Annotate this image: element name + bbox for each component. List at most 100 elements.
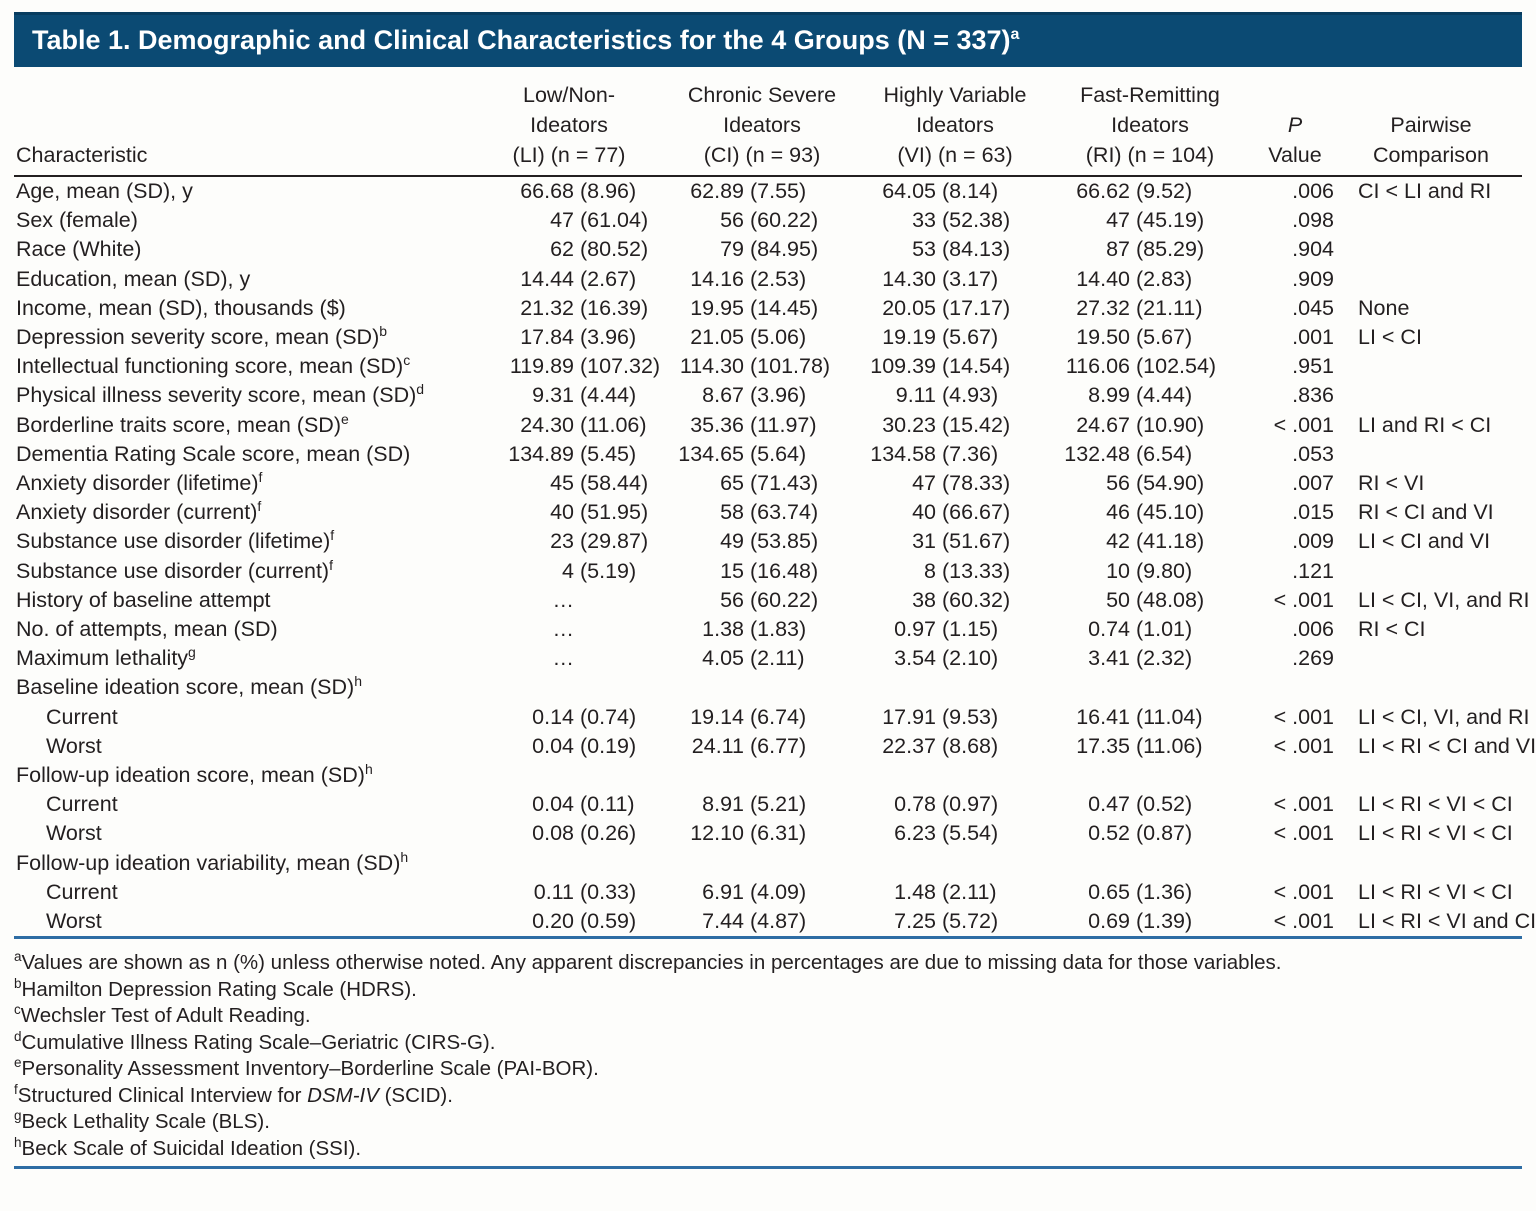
value-number: 66.68 <box>520 179 574 203</box>
value-number: 0.65 <box>1088 879 1130 904</box>
table-row: Current 0.04 (0.11) 8.91 (5.21) 0.78 (0.97) 0.4… <box>14 790 1522 819</box>
value-cell: 9.31 (4.44) <box>474 381 664 410</box>
value-sd: (78.33) <box>942 471 1011 496</box>
footnote: bHamilton Depression Rating Scale (HDRS)… <box>14 977 1522 1004</box>
footnote-marker: c <box>14 1002 21 1018</box>
row-footnote-marker: c <box>403 352 411 369</box>
p-value-cell <box>1250 673 1340 702</box>
value-sd: (1.36) <box>1136 879 1193 904</box>
value-number: 109.39 <box>870 354 936 379</box>
value-number: 4.05 <box>702 646 744 671</box>
pairwise-cell: LI < RI < VI < CI <box>1358 792 1513 817</box>
value-sd: (2.83) <box>1136 266 1193 291</box>
value-cell: 0.14 (0.74) <box>474 703 664 732</box>
p-value-cell: .053 <box>1292 441 1334 466</box>
value-number: 14.30 <box>882 266 936 291</box>
table-title-bar: Table 1. Demographic and Clinical Charac… <box>14 12 1522 67</box>
value-sd: (15.42) <box>942 412 1011 437</box>
value-number: 40 <box>550 500 574 525</box>
value-sd: (66.67) <box>942 500 1011 525</box>
pairwise-cell: LI < RI < VI and CI <box>1358 909 1536 934</box>
pairwise-cell: LI < CI, VI, and RI <box>1358 587 1530 612</box>
value-number: 0.78 <box>894 792 936 817</box>
value-number: 0.14 <box>532 704 574 729</box>
value-cell: 17.91 (9.53) <box>860 703 1050 732</box>
value-sd: (60.22) <box>750 587 819 612</box>
value-number: 31 <box>912 529 936 554</box>
row-label: Current <box>14 878 474 907</box>
value-number: 19.14 <box>690 704 744 729</box>
value-number: 14.40 <box>1076 266 1130 291</box>
table-row: Race (White) 62 (80.52) 79 (84.95) 53 (84.13) 8… <box>14 235 1522 264</box>
pairwise-cell: LI < CI and VI <box>1358 529 1491 554</box>
row-label-text: Physical illness severity score, mean (S… <box>16 383 417 408</box>
value-number: 3.54 <box>894 646 936 671</box>
value-sd: (3.96) <box>750 383 807 408</box>
row-label-text: Anxiety disorder (lifetime) <box>16 471 259 496</box>
footnotes: aValues are shown as n (%) unless otherw… <box>14 945 1522 1162</box>
row-label: Race (White) <box>14 235 474 264</box>
value-cell: 0.74 (1.01) <box>1050 615 1250 644</box>
row-label-text: Worst <box>46 733 102 758</box>
value-sd: (101.78) <box>750 354 831 379</box>
footnote: cWechsler Test of Adult Reading. <box>14 1003 1522 1030</box>
table-row: Sex (female) 47 (61.04) 56 (60.22) 33 (52.38) 4… <box>14 206 1522 235</box>
value-cell: 0.65 (1.36) <box>1050 878 1250 907</box>
value-number: 19.95 <box>690 295 744 320</box>
pairwise-cell: None <box>1358 295 1410 320</box>
pairwise-cell: RI < VI <box>1358 471 1425 496</box>
value-cell: 33 (52.38) <box>860 206 1050 235</box>
value-sd: (2.67) <box>580 266 637 291</box>
row-label-text: Intellectual functioning score, mean (SD… <box>16 354 404 379</box>
pairwise-cell <box>1340 265 1522 294</box>
row-label-text: Education, mean (SD), y <box>16 266 251 291</box>
value-sd: (1.39) <box>1136 909 1193 934</box>
p-value-cell: < .001 <box>1273 587 1334 612</box>
footnote: gBeck Lethality Scale (BLS). <box>14 1109 1522 1136</box>
row-label: Worst <box>14 907 474 938</box>
row-label-text: Dementia Rating Scale score, mean (SD) <box>16 441 411 466</box>
value-number: … <box>552 646 575 671</box>
row-label: Education, mean (SD), y <box>14 265 474 294</box>
value-cell: 0.11 (0.33) <box>474 878 664 907</box>
value-sd: (5.06) <box>750 325 807 350</box>
value-cell: 38 (60.32) <box>860 586 1050 615</box>
value-sd: (102.54) <box>1136 354 1217 379</box>
value-cell: 16.41 (11.04) <box>1050 703 1250 732</box>
table-row: Physical illness severity score, mean (S… <box>14 381 1522 410</box>
table-row: Depression severity score, mean (SD)b 17.… <box>14 323 1522 352</box>
value-sd: (2.10) <box>942 646 999 671</box>
row-label: Income, mean (SD), thousands ($) <box>14 294 474 323</box>
value-sd: (5.19) <box>580 558 637 583</box>
column-header-pairwise: Pairwise Comparison <box>1340 80 1522 177</box>
value-sd: (8.14) <box>942 179 999 203</box>
table-row: Worst 0.20 (0.59) 7.44 (4.87) 7.25 (5.72) 0.69(… <box>14 907 1536 938</box>
value-sd: (4.93) <box>942 383 999 408</box>
value-sd: (1.83) <box>750 617 807 642</box>
row-label-text: Follow-up ideation score, mean (SD) <box>16 763 365 788</box>
value-sd: (3.96) <box>580 325 637 350</box>
p-value-cell: .951 <box>1292 354 1334 379</box>
value-cell: 50 (48.08) <box>1050 586 1250 615</box>
p-value-cell: < .001 <box>1273 792 1334 817</box>
value-number: 9.31 <box>532 383 574 408</box>
p-value-cell: .121 <box>1292 558 1334 583</box>
value-number: 0.47 <box>1088 792 1130 817</box>
footnote-text: (SCID). <box>378 1083 453 1107</box>
value-number: 87 <box>1106 237 1130 262</box>
p-value-cell: < .001 <box>1273 704 1334 729</box>
value-cell: … <box>474 586 664 615</box>
section-row: Follow-up ideation variability, mean (SD… <box>14 849 1522 878</box>
value-number: 66.62 <box>1076 179 1130 203</box>
pairwise-cell <box>1340 849 1522 878</box>
value-number: 8.91 <box>702 792 744 817</box>
value-sd: (107.32) <box>580 354 661 379</box>
value-number: 35.36 <box>690 412 744 437</box>
value-sd: (5.72) <box>942 909 999 934</box>
value-cell: 23 (29.87) <box>474 527 664 556</box>
value-number: 20.05 <box>882 295 936 320</box>
value-number: 47 <box>912 471 936 496</box>
value-sd: (14.54) <box>942 354 1011 379</box>
column-header-line: Value <box>1268 143 1322 167</box>
footnote-text: Cumulative Illness Rating Scale–Geriatri… <box>21 1030 496 1054</box>
